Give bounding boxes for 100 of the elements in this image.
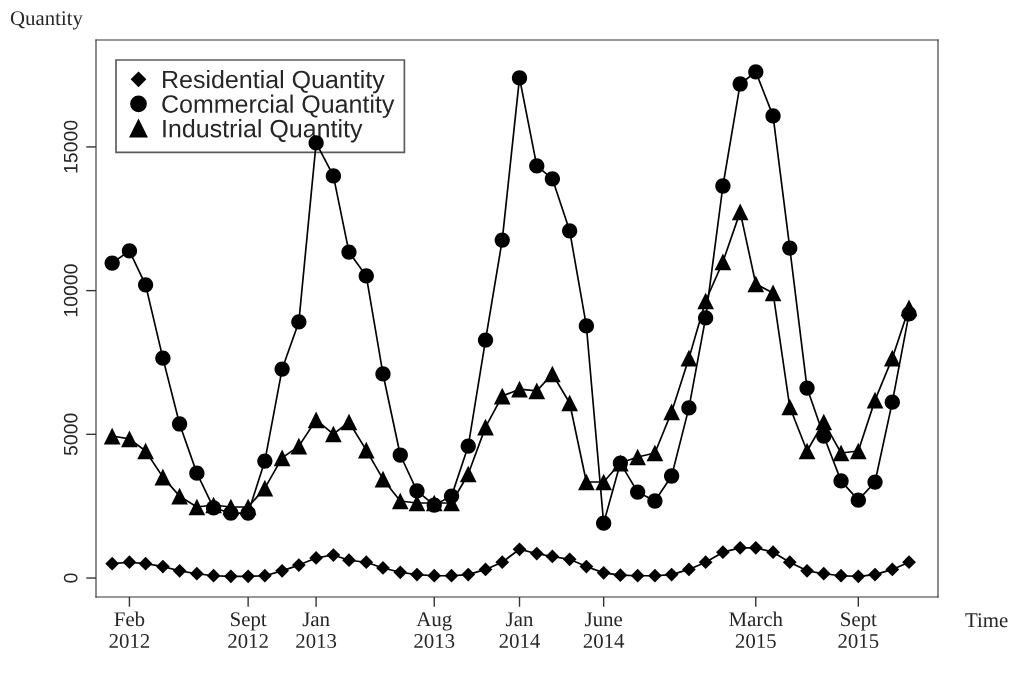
point (274, 361, 290, 377)
legend-label: Industrial Quantity (163, 119, 363, 143)
point (409, 483, 425, 499)
y-tick-label: 0 (63, 573, 78, 583)
x-tick-label: Aug 2013 (414, 612, 455, 649)
point (257, 568, 272, 583)
point (137, 442, 154, 460)
point (850, 492, 866, 508)
point (477, 418, 494, 436)
point (410, 567, 424, 582)
point (290, 437, 308, 455)
point (138, 556, 153, 571)
point (596, 565, 611, 580)
point (883, 349, 901, 367)
point (391, 492, 409, 510)
point (223, 569, 238, 584)
point (544, 365, 561, 383)
point (766, 545, 780, 560)
point (884, 394, 900, 410)
point (273, 449, 291, 467)
point (357, 441, 375, 459)
point (495, 555, 510, 570)
point (291, 558, 306, 572)
y-tick-label: 5000 (63, 413, 78, 456)
point (189, 566, 204, 581)
point (341, 244, 357, 260)
point (682, 562, 696, 577)
point (714, 253, 732, 271)
point (529, 546, 544, 561)
x-tick-label: June 2014 (583, 612, 625, 649)
point (748, 64, 764, 80)
point (393, 565, 408, 580)
point (105, 556, 120, 571)
point (664, 567, 679, 582)
point (849, 442, 867, 460)
point (748, 540, 763, 555)
point (697, 292, 714, 310)
point (867, 474, 883, 490)
point (325, 168, 342, 184)
point (596, 515, 612, 531)
point (731, 203, 749, 221)
y-tick-label: 10000 (63, 264, 78, 317)
point (326, 548, 341, 562)
point (834, 568, 848, 583)
point (648, 568, 662, 583)
point (747, 275, 765, 293)
point (595, 473, 612, 491)
point (427, 568, 442, 583)
point (629, 448, 646, 466)
point (358, 268, 374, 284)
point (663, 403, 680, 421)
point (698, 555, 713, 570)
point (239, 498, 257, 516)
point (121, 243, 138, 259)
point (866, 391, 884, 409)
point (800, 563, 814, 578)
point (121, 430, 138, 448)
point (816, 566, 831, 581)
point (664, 468, 680, 484)
point (799, 380, 815, 396)
point (374, 470, 392, 488)
x-tick-label: Sept 2012 (228, 612, 268, 649)
point (222, 498, 240, 516)
point (325, 425, 342, 443)
point (578, 318, 595, 334)
point (613, 568, 628, 583)
point (782, 240, 798, 256)
point (528, 382, 546, 400)
point (172, 563, 187, 578)
point (562, 552, 577, 567)
point (646, 444, 664, 462)
point (815, 413, 833, 431)
point (764, 284, 782, 302)
point (681, 400, 697, 416)
x-tick-label: Sept 2015 (838, 612, 879, 649)
point (578, 473, 595, 491)
point (494, 232, 510, 248)
point (188, 498, 206, 516)
point (579, 559, 594, 574)
x-tick-label: Jan 2014 (499, 612, 541, 649)
point (733, 540, 748, 555)
point (189, 465, 205, 481)
point (900, 299, 918, 317)
point (630, 568, 645, 583)
y-axis-title: Quantity (10, 11, 83, 30)
point (561, 394, 578, 412)
x-tick-label: March 2015 (729, 611, 783, 649)
point (392, 447, 408, 463)
point (205, 496, 222, 514)
point (832, 444, 850, 462)
point (544, 171, 561, 187)
point (493, 387, 511, 405)
point (256, 479, 274, 497)
point (375, 366, 391, 382)
point (154, 468, 172, 486)
point (512, 542, 527, 557)
point (851, 569, 866, 584)
point (545, 549, 560, 564)
point (680, 349, 698, 367)
point (206, 568, 221, 583)
